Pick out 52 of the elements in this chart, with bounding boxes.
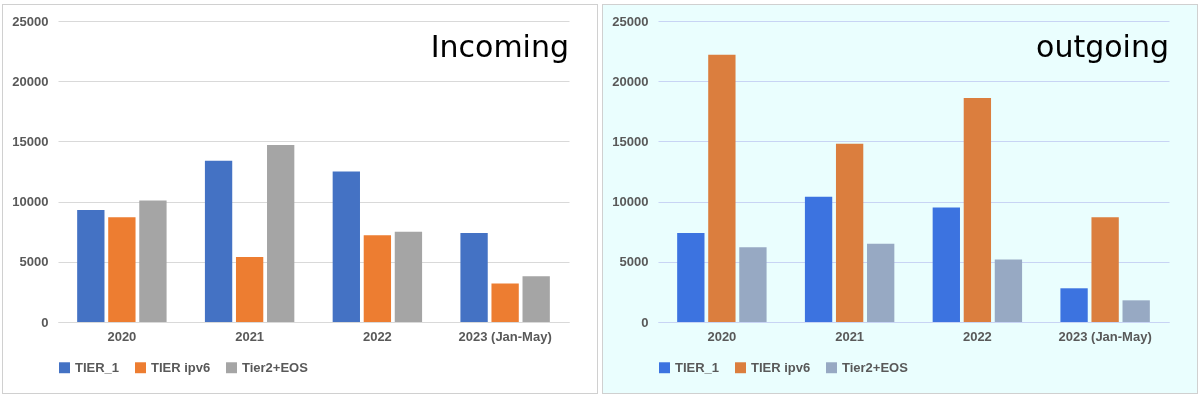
y-tick-label: 15000 [612, 133, 649, 149]
bar [332, 171, 360, 322]
bar [1091, 217, 1119, 322]
bar [204, 160, 233, 322]
y-tick-label: 10000 [12, 194, 49, 210]
y-tick-label: 5000 [19, 254, 49, 270]
bar [139, 200, 167, 322]
chart-title: outgoing [1036, 29, 1169, 64]
bar [867, 243, 895, 322]
y-tick-label: 0 [641, 314, 649, 330]
x-tick-label: 2022 [962, 328, 992, 344]
bar [677, 232, 705, 322]
bar [460, 232, 488, 322]
x-tick-label: 2020 [107, 328, 137, 344]
y-tick-label: 20000 [12, 73, 49, 89]
bar [1122, 300, 1150, 322]
x-tick-label: 2021 [835, 328, 865, 344]
x-tick-label: 2023 (Jan-May) [1058, 328, 1152, 344]
bar [932, 207, 960, 322]
y-tick-label: 15000 [12, 133, 49, 149]
bar [1060, 288, 1088, 322]
x-tick-label: 2020 [707, 328, 737, 344]
y-tick-label: 25000 [12, 13, 49, 29]
bar [235, 256, 264, 322]
x-tick-label: 2023 (Jan-May) [458, 328, 552, 344]
bar [267, 145, 295, 322]
bar [522, 276, 550, 322]
legend-label: TIER ipv6 [751, 359, 811, 375]
y-tick-label: 10000 [612, 194, 649, 210]
chart-title: Incoming [430, 29, 569, 64]
bar [77, 210, 105, 322]
y-tick-label: 0 [41, 314, 49, 330]
legend-label: TIER_1 [675, 359, 720, 375]
legend-label: TIER ipv6 [151, 359, 211, 375]
bar [708, 54, 736, 322]
bar [804, 196, 833, 322]
legend-label: Tier2+EOS [242, 359, 309, 375]
bar [739, 247, 767, 322]
bar [363, 235, 392, 322]
legend-label: Tier2+EOS [842, 359, 909, 375]
x-tick-label: 2022 [362, 328, 392, 344]
bar [491, 283, 519, 322]
legend-label: TIER_1 [75, 359, 120, 375]
bar [835, 143, 864, 322]
y-tick-label: 25000 [612, 13, 649, 29]
bar [994, 259, 1023, 322]
x-tick-label: 2021 [235, 328, 265, 344]
y-tick-label: 20000 [612, 73, 649, 89]
bar [963, 98, 992, 322]
bar [394, 231, 423, 322]
y-tick-label: 5000 [619, 254, 649, 270]
bar [108, 217, 136, 322]
